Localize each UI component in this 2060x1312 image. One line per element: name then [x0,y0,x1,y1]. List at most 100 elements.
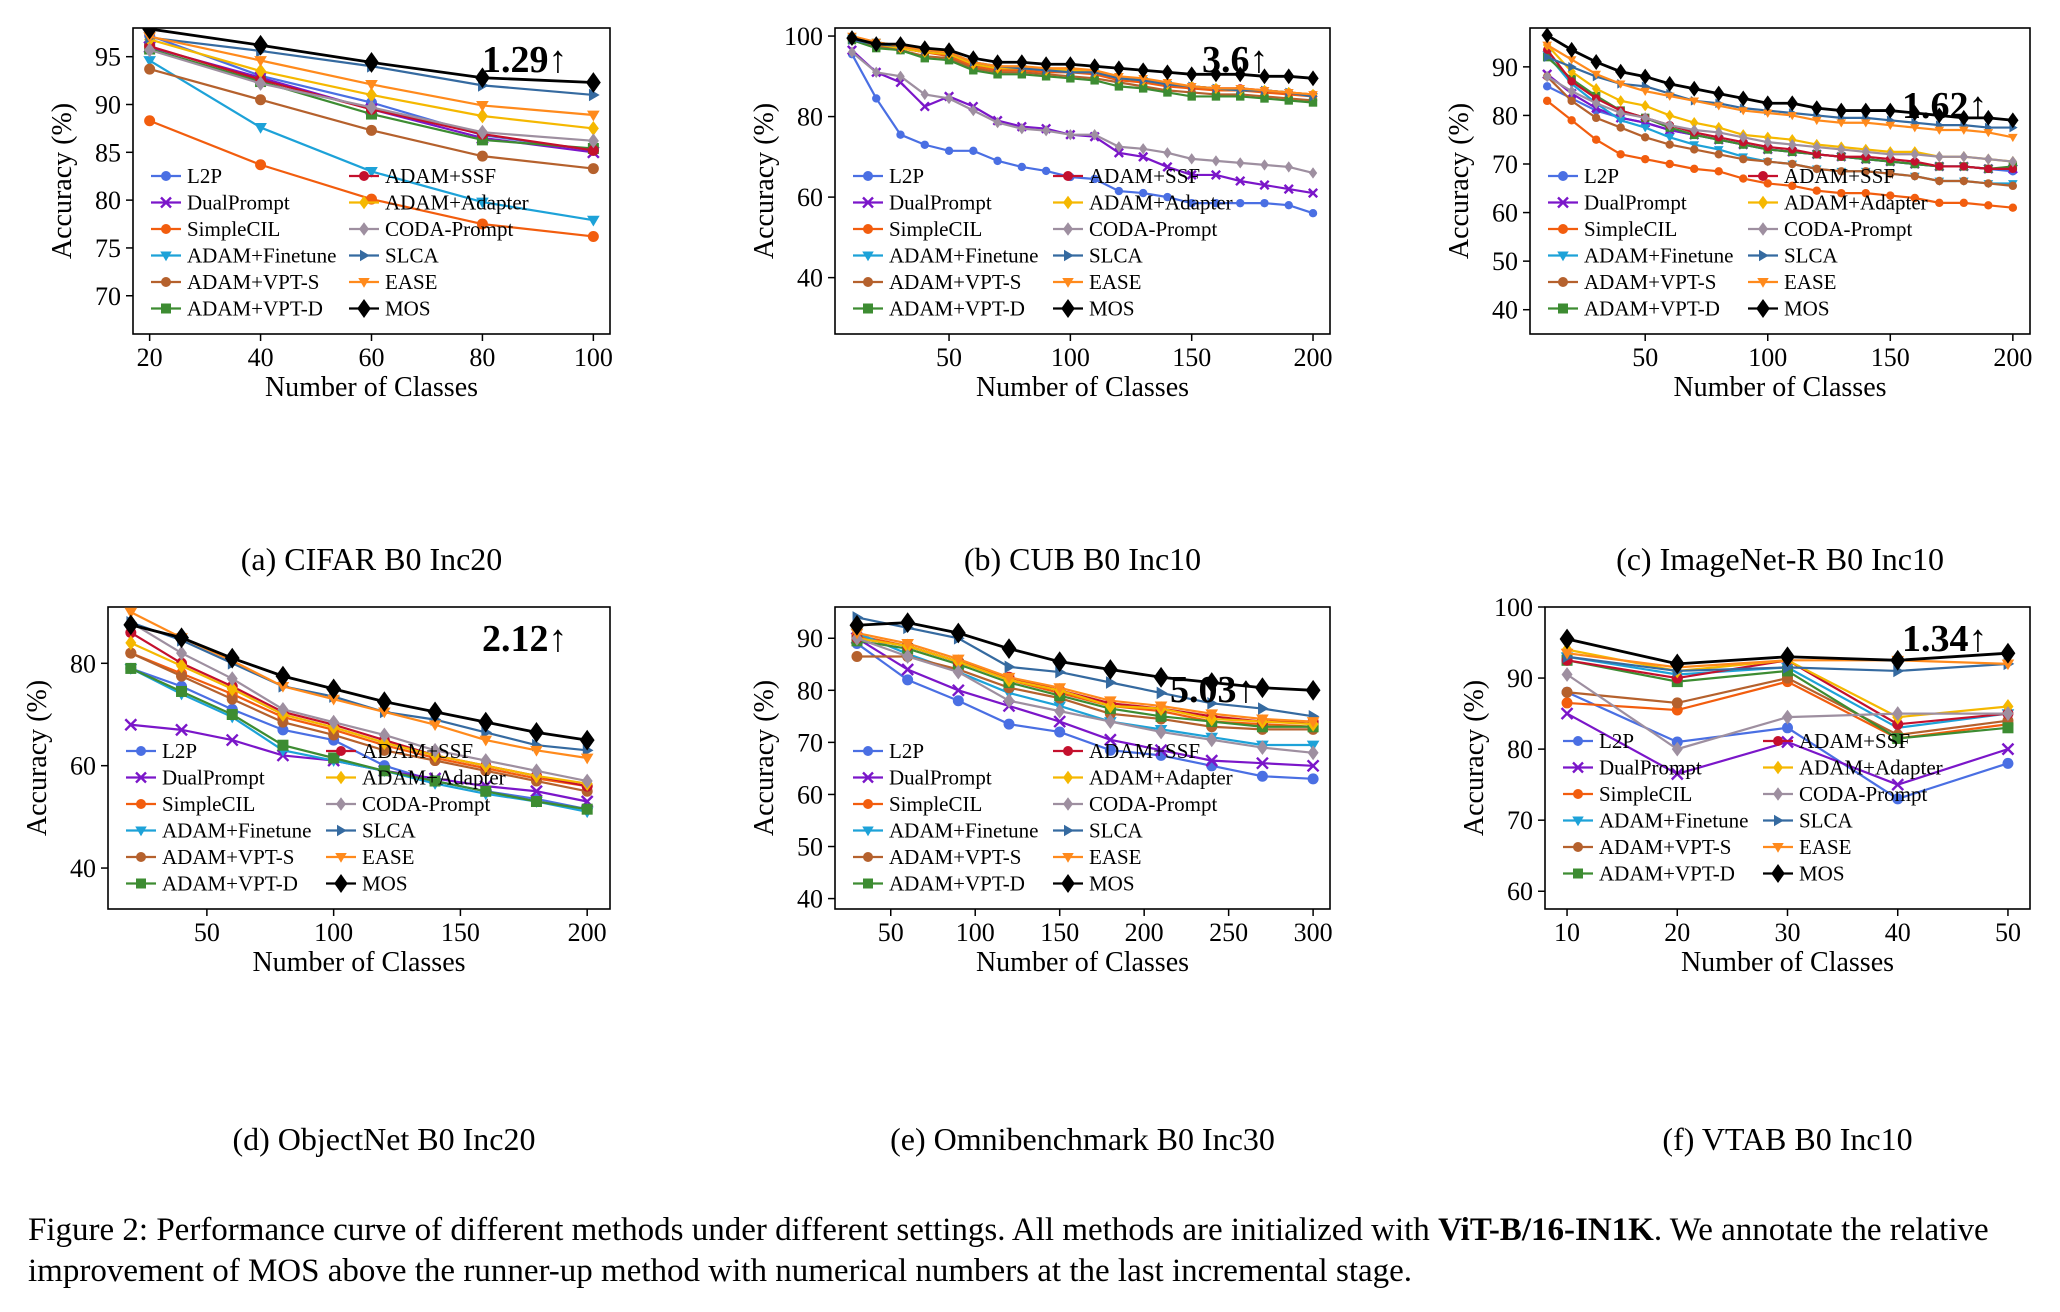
chart-f-legend-label: CODA-Prompt [1799,782,1928,806]
chart-f-point [1671,741,1683,757]
chart-a-xtick-label: 100 [574,343,613,372]
chart-c-point [1615,63,1627,80]
chart-b-point [1114,141,1124,153]
chart-e-point [1054,703,1066,719]
chart-b-legend-marker [1063,171,1073,181]
chart-d-ytick-label: 60 [70,752,96,781]
chart-b-point [1211,155,1221,167]
chart-c-point [1690,117,1699,129]
chart-a-legend-marker [358,278,370,288]
chart-e-point [1154,743,1168,757]
chart-d-point [378,735,390,751]
chart-f-subtitle: (f) VTAB B0 Inc10 [1662,1121,1912,1157]
chart-c-point [1788,138,1797,151]
chart-f-legend-label: ADAM+Adapter [1799,756,1943,780]
chart-e-legend-marker [1064,824,1074,837]
chart-b-point [1186,83,1197,92]
chart-a-subtitle: (a) CIFAR B0 Inc20 [241,541,503,577]
chart-b-point [944,92,954,105]
chart-a-ytick-label: 85 [95,138,121,167]
chart-d-point [581,773,593,789]
chart-d-point [429,775,441,787]
chart-c-point [1812,186,1821,195]
chart-e-legend-label: ADAM+VPT-D [889,872,1025,896]
chart-e-point [1256,770,1268,782]
chart-e-legend-label: EASE [1089,845,1142,869]
chart-d-series-line [130,652,588,788]
chart-e-legend-label: ADAM+Finetune [889,819,1039,843]
chart-b-legend-marker [863,277,873,287]
chart-f-point [1669,653,1685,675]
chart-c-point [1714,167,1723,176]
chart-a-point [588,88,600,102]
chart-d-legend-marker [337,824,347,837]
chart-d-point [276,681,290,693]
chart-b-point [1236,157,1245,169]
caption-bold: ViT-B/16-IN1K [1438,1212,1654,1248]
chart-b-point [1234,66,1246,83]
chart-e-point [1205,709,1219,721]
chart-a-legend-marker [160,196,172,209]
chart-a-legend-label: ADAM+SSF [385,164,496,188]
chart-d-xtick-label: 50 [194,918,220,947]
chart-d-series-line [130,652,588,793]
chart-a-legend-label: ADAM+Adapter [385,191,529,215]
chart-f-legend-marker [1774,814,1784,827]
chart-e-legend-marker [1063,797,1073,811]
chart-d-point [530,784,543,798]
chart-f-xlabel: Number of Classes [1681,947,1894,978]
chart-e-legend-label: SLCA [1089,819,1144,843]
chart-a-point [366,87,377,103]
chart-d-point [277,716,289,728]
chart-e-point [1256,756,1269,770]
chart-e-series-line [856,631,1314,723]
chart-d-legend-label: ADAM+VPT-D [162,872,298,896]
chart-a-point [255,76,267,91]
chart-b-point [944,56,954,65]
chart-c-point [1812,150,1821,159]
chart-e-point [1256,714,1269,726]
chart-e-point [1104,733,1117,747]
chart-c-point [1616,107,1625,119]
chart-d-point [225,733,239,747]
chart-c-point [1910,193,1920,203]
chart-a-point [585,72,601,93]
chart-c-point [1739,131,1748,143]
chart-d-series-line [130,641,588,785]
chart-d-annotation: 2.12↑ [482,618,568,660]
chart-e-point [1305,679,1321,701]
chart-f-ylabel: Accuracy (%) [1459,680,1490,836]
chart-d-xtick-label: 100 [314,918,353,947]
chart-f-series-coda-prompt [1561,667,2014,757]
chart-e-point [901,663,914,676]
chart-c-point [1762,109,1773,118]
chart-a-legend-marker [161,277,171,287]
chart-d-ytick-label: 40 [70,854,96,883]
chart-e-legend-marker [862,826,874,837]
chart-c-point [1568,62,1577,72]
chart-a-legend-marker [160,251,172,262]
chart-c-legend-label: ADAM+VPT-S [1584,270,1716,294]
chart-f-point [1560,707,1574,720]
chart-c-point [1861,146,1870,158]
chart-e-series-coda-prompt [851,630,1319,761]
chart-a-legend-label: ADAM+Finetune [187,244,337,268]
chart-e-legend-label: SimpleCIL [889,792,982,816]
chart-e-legend-marker [1062,853,1074,863]
chart-c-point [1886,191,1895,200]
chart-b-subtitle: (b) CUB B0 Inc10 [964,541,1201,577]
chart-a-point [476,197,489,209]
chart-b-point [1283,68,1295,85]
chart-d-point [124,718,138,732]
chart-a-point [255,94,267,106]
chart-b-legend-marker [1063,222,1073,236]
chart-f-ytick-label: 80 [1507,735,1533,764]
chart-b-point [1210,66,1222,83]
chart-c-frame [1529,27,2031,335]
chart-f-legend-label: DualPrompt [1599,756,1702,780]
chart-f-xtick-label: 40 [1885,918,1911,947]
chart-b-point [1308,209,1318,218]
chart-b-point [1283,89,1294,98]
chart-c-point [1886,169,1895,178]
chart-a-xtick-label: 40 [248,343,274,372]
